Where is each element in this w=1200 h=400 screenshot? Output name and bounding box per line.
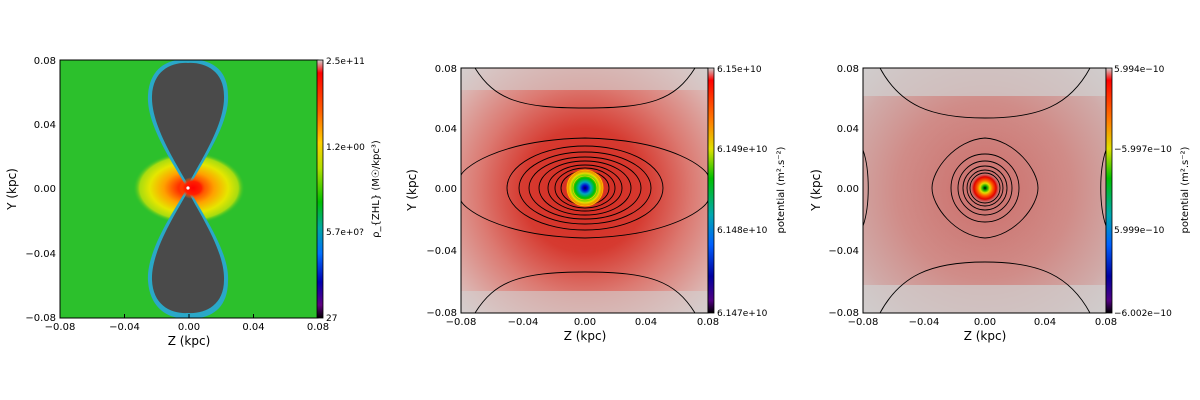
y-tick-label: −0.04	[426, 246, 457, 257]
potential-panel-1: −0.08 −0.04 0.00 0.04 0.08 0.08 0.04 0.0…	[405, 64, 787, 343]
density-lower-lobe	[151, 193, 225, 314]
colorbar-tick-label: 5.7e+0?	[326, 228, 364, 238]
x-tick-label: 0.04	[635, 317, 657, 328]
x-axis-label: Z (kpc)	[964, 329, 1007, 343]
y-tick-label: −0.04	[25, 249, 56, 260]
colorbar-tick-label: 2.5e+11	[326, 57, 365, 67]
density-upper-lobe	[151, 62, 225, 183]
y-tick-label: 0.04	[435, 124, 457, 135]
colorbar-tick-label: 6.147e+10	[717, 309, 768, 319]
density-colorbar	[316, 59, 324, 319]
density-center-dot	[186, 186, 190, 190]
y-axis-label: Y (kpc)	[5, 168, 19, 211]
x-tick-label: 0.08	[1095, 317, 1117, 328]
y-tick-label: 0.08	[435, 64, 457, 75]
y-tick-label: 0.00	[34, 184, 56, 195]
x-tick-label: 0.00	[574, 317, 596, 328]
colorbar-tick-label: −6.002e−10	[1114, 309, 1172, 319]
colorbar-tick-label: 27	[326, 314, 337, 324]
potential-colorbar	[707, 67, 715, 314]
potential-bottom-band	[461, 291, 708, 313]
x-tick-label: −0.04	[909, 317, 940, 328]
y-tick-label: −0.08	[25, 313, 56, 324]
y-tick-label: 0.08	[837, 64, 859, 75]
colorbar-label: potential (m².s⁻²)	[776, 146, 787, 233]
potential-panel-2: −0.08 −0.04 0.00 0.04 0.08 0.08 0.04 0.0…	[809, 64, 1191, 343]
potential-contours	[461, 68, 708, 313]
potential2-well	[971, 174, 999, 202]
x-tick-label: −0.04	[508, 317, 539, 328]
density-panel: −0.08 −0.04 0.00 0.04 0.08 0.08 0.04 0.0…	[5, 56, 382, 348]
x-tick-label: −0.08	[45, 322, 76, 333]
x-tick-label: 0.00	[178, 322, 200, 333]
colorbar-tick-label: −5.997e−10	[1114, 145, 1172, 155]
y-tick-label: 0.00	[837, 184, 859, 195]
potential2-colorbar	[1105, 67, 1113, 314]
x-tick-label: −0.08	[848, 317, 879, 328]
potential2-bottom-band	[863, 285, 1106, 313]
y-tick-label: −0.04	[828, 246, 859, 257]
y-axis-label: Y (kpc)	[405, 169, 419, 212]
colorbar-label: ρ_{ZHL} (M☉/kpc³)	[371, 140, 382, 238]
colorbar-tick-label: 6.148e+10	[717, 226, 768, 236]
potential-inner-contours	[566, 169, 604, 207]
potential2-top-band	[863, 68, 1106, 96]
x-tick-label: 0.08	[307, 322, 329, 333]
potential-top-band	[461, 68, 708, 90]
x-tick-label: −0.04	[109, 322, 140, 333]
colorbar-label: potential (m².s⁻²)	[1180, 146, 1191, 233]
potential2-contours	[863, 68, 1106, 313]
colorbar-tick-label: 6.149e+10	[717, 145, 768, 155]
y-axis-label: Y (kpc)	[809, 169, 823, 212]
x-axis-label: Z (kpc)	[168, 334, 211, 348]
x-tick-label: −0.08	[446, 317, 477, 328]
potential-well	[565, 168, 605, 208]
y-tick-label: 0.04	[837, 124, 859, 135]
colorbar-tick-label: 5.994e−10	[1114, 65, 1165, 75]
y-tick-label: 0.08	[34, 56, 56, 67]
x-axis-label: Z (kpc)	[564, 329, 607, 343]
colorbar-tick-label: 1.2e+00	[326, 143, 365, 153]
x-tick-label: 0.04	[242, 322, 264, 333]
colorbar-tick-label: 6.15e+10	[717, 65, 762, 75]
y-tick-label: −0.08	[426, 308, 457, 319]
x-tick-label: 0.08	[697, 317, 719, 328]
y-tick-label: −0.08	[828, 308, 859, 319]
y-tick-label: 0.00	[435, 184, 457, 195]
x-tick-label: 0.00	[974, 317, 996, 328]
y-tick-label: 0.04	[34, 120, 56, 131]
colorbar-tick-label: 5.999e−10	[1114, 226, 1165, 236]
x-tick-label: 0.04	[1034, 317, 1056, 328]
density-peak	[179, 177, 207, 199]
